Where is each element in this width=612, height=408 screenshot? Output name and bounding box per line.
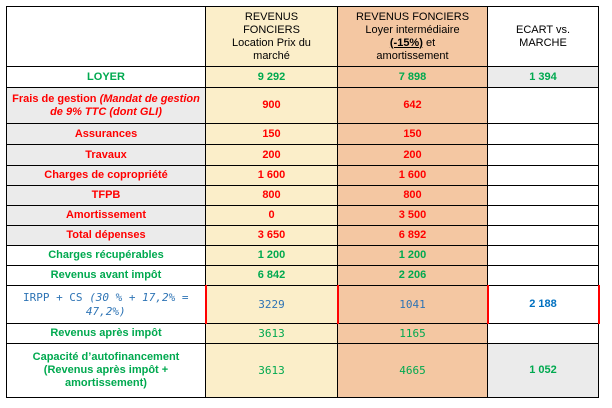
value-revenus-apres-impot-marche[interactable]: 3613 <box>205 323 338 344</box>
value-travaux-intermediaire[interactable]: 200 <box>337 144 488 166</box>
row-revenus-apres-impot: Revenus après impôt 3613 1165 <box>6 323 599 344</box>
label-charges-copropriete: Charges de copropriété <box>44 169 168 181</box>
value-assurances-intermediaire[interactable]: 150 <box>337 123 488 145</box>
value-revenus-avant-impot-marche[interactable]: 6 842 <box>205 265 338 286</box>
value-loyer-marche[interactable]: 9 292 <box>205 66 338 88</box>
value-revenus-avant-impot-ecart[interactable] <box>487 265 599 286</box>
row-total-depenses: Total dépenses 3 650 6 892 <box>6 225 599 246</box>
value-tfpb-marche[interactable]: 800 <box>205 185 338 206</box>
label-cell-total-depenses[interactable]: Total dépenses <box>6 225 206 246</box>
value-amortissement-intermediaire[interactable]: 3 500 <box>337 205 488 226</box>
header-ecart-text: ECART vs. MARCHE <box>516 23 570 49</box>
value-total-depenses-marche[interactable]: 3 650 <box>205 225 338 246</box>
value-capacite-autofinancement-intermediaire[interactable]: 4665 <box>337 343 488 398</box>
header-amortissement-text: et amortissement <box>376 36 449 62</box>
value-capacite-autofinancement-marche[interactable]: 3613 <box>205 343 338 398</box>
row-frais-gestion: Frais de gestion (Mandat de gestion de 9… <box>6 87 599 124</box>
label-cell-frais-gestion[interactable]: Frais de gestion (Mandat de gestion de 9… <box>6 87 206 124</box>
header-market-column[interactable]: REVENUS FONCIERS Location Prix du marché <box>205 6 338 67</box>
row-tfpb: TFPB 800 800 <box>6 185 599 206</box>
value-charges-copropriete-ecart[interactable] <box>487 165 599 186</box>
value-charges-recuperables-marche[interactable]: 1 200 <box>205 245 338 266</box>
row-charges-copropriete: Charges de copropriété 1 600 1 600 <box>6 165 599 186</box>
label-amortissement: Amortissement <box>65 209 147 221</box>
label-revenus-apres-impot: Revenus après impôt <box>50 327 162 339</box>
label-total-depenses: Total dépenses <box>66 229 146 241</box>
value-amortissement-ecart[interactable] <box>487 205 599 226</box>
value-charges-recuperables-ecart[interactable] <box>487 245 599 266</box>
label-cell-amortissement[interactable]: Amortissement <box>6 205 206 226</box>
value-irpp-cs-ecart[interactable]: 2 188 <box>486 285 600 324</box>
value-assurances-ecart[interactable] <box>487 123 599 145</box>
label-cell-charges-copropriete[interactable]: Charges de copropriété <box>6 165 206 186</box>
header-empty-cell[interactable] <box>6 6 206 67</box>
label-cell-tfpb[interactable]: TFPB <box>6 185 206 206</box>
row-loyer: LOYER 9 292 7 898 1 394 <box>6 66 599 88</box>
header-ecart-column[interactable]: ECART vs. MARCHE <box>487 6 599 67</box>
value-revenus-avant-impot-intermediaire[interactable]: 2 206 <box>337 265 488 286</box>
header-row: REVENUS FONCIERS Location Prix du marché… <box>6 6 599 67</box>
label-frais-gestion: Frais de gestion <box>12 92 100 105</box>
value-frais-gestion-intermediaire[interactable]: 642 <box>337 87 488 124</box>
row-amortissement: Amortissement 0 3 500 <box>6 205 599 226</box>
label-frais-gestion-note: (Mandat de gestion de 9% TTC (dont GLI) <box>50 92 200 118</box>
value-charges-copropriete-marche[interactable]: 1 600 <box>205 165 338 186</box>
row-capacite-autofinancement: Capacité d’autofinancement (Revenus aprè… <box>6 343 599 398</box>
value-tfpb-intermediaire[interactable]: 800 <box>337 185 488 206</box>
label-revenus-avant-impot: Revenus avant impôt <box>50 269 162 281</box>
value-assurances-marche[interactable]: 150 <box>205 123 338 145</box>
header-market-text: REVENUS FONCIERS Location Prix du marché <box>232 10 311 62</box>
header-minus15-text: (-15%) <box>389 36 423 49</box>
label-travaux: Travaux <box>85 148 127 161</box>
revenus-fonciers-table: REVENUS FONCIERS Location Prix du marché… <box>6 6 600 398</box>
row-travaux: Travaux 200 200 <box>6 144 599 166</box>
label-cell-revenus-avant-impot[interactable]: Revenus avant impôt <box>6 265 206 286</box>
label-irpp-cs: IRPP + CS <box>22 290 90 304</box>
label-cell-irpp-cs[interactable]: IRPP + CS (30 % + 17,2% = 47,2%) <box>6 285 206 324</box>
label-cell-travaux[interactable]: Travaux <box>6 144 206 166</box>
header-intermediate-text: REVENUS FONCIERS Loyer intermédiaire <box>355 10 470 36</box>
value-frais-gestion-marche[interactable]: 900 <box>205 87 338 124</box>
value-tfpb-ecart[interactable] <box>487 185 599 206</box>
label-capacite-autofinancement: Capacité d’autofinancement (Revenus aprè… <box>32 351 180 389</box>
label-assurances: Assurances <box>74 127 138 140</box>
value-travaux-marche[interactable]: 200 <box>205 144 338 166</box>
value-travaux-ecart[interactable] <box>487 144 599 166</box>
value-irpp-cs-intermediaire[interactable]: 1041 <box>336 285 488 324</box>
value-frais-gestion-ecart[interactable] <box>487 87 599 124</box>
row-charges-recuperables: Charges récupérables 1 200 1 200 <box>6 245 599 266</box>
value-revenus-apres-impot-ecart[interactable] <box>487 323 599 344</box>
label-cell-assurances[interactable]: Assurances <box>6 123 206 145</box>
row-irpp-cs: IRPP + CS (30 % + 17,2% = 47,2%) 3229 10… <box>6 285 600 324</box>
label-cell-loyer[interactable]: LOYER <box>6 66 206 88</box>
value-amortissement-marche[interactable]: 0 <box>205 205 338 226</box>
value-charges-copropriete-intermediaire[interactable]: 1 600 <box>337 165 488 186</box>
value-total-depenses-intermediaire[interactable]: 6 892 <box>337 225 488 246</box>
value-total-depenses-ecart[interactable] <box>487 225 599 246</box>
label-cell-capacite-autofinancement[interactable]: Capacité d’autofinancement (Revenus aprè… <box>6 343 206 398</box>
value-loyer-ecart[interactable]: 1 394 <box>487 66 599 88</box>
label-tfpb: TFPB <box>91 189 121 201</box>
label-cell-revenus-apres-impot[interactable]: Revenus après impôt <box>6 323 206 344</box>
label-loyer: LOYER <box>87 70 125 83</box>
value-charges-recuperables-intermediaire[interactable]: 1 200 <box>337 245 488 266</box>
label-irpp-cs-rate: (30 % + 17,2% = 47,2%) <box>85 290 189 318</box>
header-intermediate-column[interactable]: REVENUS FONCIERS Loyer intermédiaire (-1… <box>337 6 488 67</box>
label-cell-charges-recuperables[interactable]: Charges récupérables <box>6 245 206 266</box>
row-revenus-avant-impot: Revenus avant impôt 6 842 2 206 <box>6 265 599 286</box>
value-revenus-apres-impot-intermediaire[interactable]: 1165 <box>337 323 488 344</box>
value-loyer-intermediaire[interactable]: 7 898 <box>337 66 488 88</box>
value-capacite-autofinancement-ecart[interactable]: 1 052 <box>487 343 599 398</box>
label-charges-recuperables: Charges récupérables <box>48 249 164 261</box>
row-assurances: Assurances 150 150 <box>6 123 599 145</box>
value-irpp-cs-marche[interactable]: 3229 <box>204 285 338 324</box>
